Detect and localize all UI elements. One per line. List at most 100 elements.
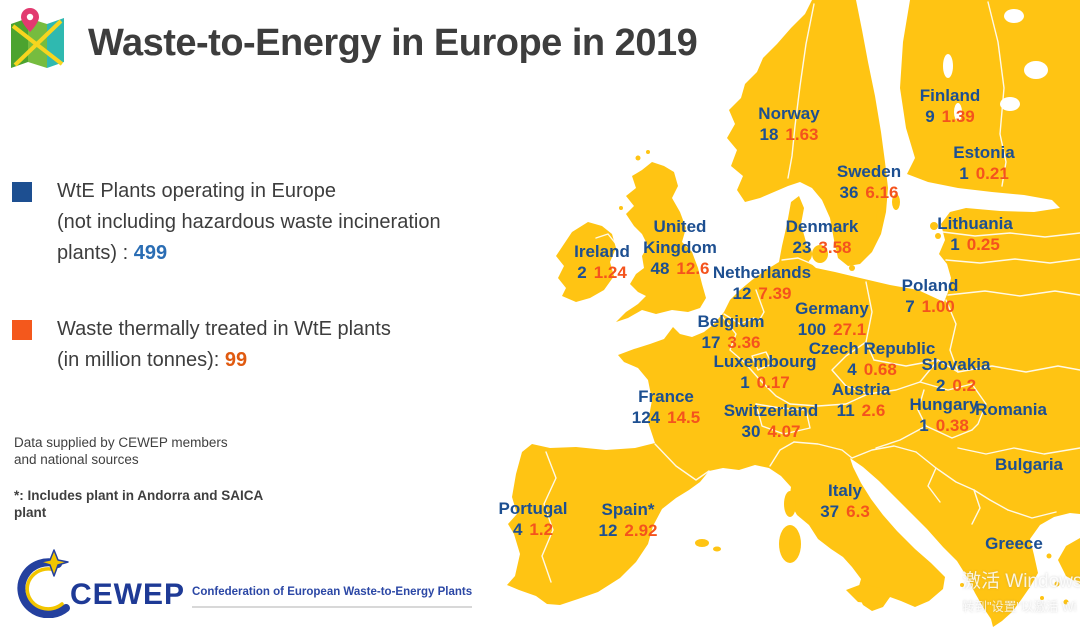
country-name: Sweden: [836, 162, 902, 181]
country-values: 11 2.6: [832, 400, 891, 421]
country-name: Finland: [919, 86, 981, 105]
windows-activation-watermark: 激活 Windows 转到"设置"以激活 Wi: [962, 566, 1080, 615]
waste-tonnes: 0.2: [952, 376, 977, 395]
waste-tonnes: 4.07: [767, 422, 801, 441]
waste-tonnes: 1.24: [593, 263, 627, 282]
waste-tonnes: 0.21: [975, 164, 1009, 183]
country-values: 100 27.1: [795, 319, 869, 340]
legend-waste-line1: Waste thermally treated in WtE plants: [57, 318, 391, 340]
plants-count: 12: [732, 284, 752, 303]
country-label-slovakia: Slovakia 2 0.2: [922, 354, 991, 396]
country-name: Belgium: [697, 312, 765, 331]
plants-count: 4: [512, 520, 523, 539]
country-name: Bulgaria: [994, 455, 1064, 474]
waste-tonnes: 1.39: [941, 107, 975, 126]
country-name: Slovakia: [921, 355, 991, 374]
country-name: Luxembourg: [713, 352, 817, 371]
cewep-swoosh-icon: [17, 549, 70, 618]
asterisk-note-line1: *: Includes plant in Andorra and SAICA: [14, 488, 264, 503]
country-label-united-kingdom: United Kingdom 48 12.6: [643, 216, 717, 279]
cewep-tagline: Confederation of European Waste-to-Energ…: [192, 586, 473, 608]
country-values: 23 3.58: [786, 237, 859, 258]
plants-count: 30: [741, 422, 761, 441]
plants-count: 1: [919, 416, 929, 435]
legend-plants-line3: plants) :: [57, 242, 134, 264]
watermark-line1: 激活 Windows: [962, 571, 1080, 592]
waste-tonnes: 12.6: [676, 259, 710, 278]
country-label-lithuania: Lithuania 1 0.25: [937, 213, 1013, 255]
plants-count: 11: [836, 401, 855, 420]
waste-tonnes: 0.25: [966, 235, 1000, 254]
country-name: Spain*: [601, 500, 655, 519]
waste-tonnes: 0.17: [756, 373, 790, 392]
waste-tonnes: 3.36: [727, 333, 761, 352]
waste-tonnes: 2.92: [624, 521, 658, 540]
legend-plants: WtE Plants operating in Europe (not incl…: [12, 176, 537, 269]
country-name: Norway: [758, 104, 820, 123]
plants-count: 124: [631, 408, 661, 427]
data-source-line2: and national sources: [14, 452, 139, 467]
country-label-ireland: Ireland 2 1.24: [574, 241, 630, 283]
country-label-bulgaria: Bulgaria: [995, 454, 1063, 475]
country-values: 12 2.92: [598, 520, 657, 541]
country-values: 9 1.39: [920, 106, 980, 127]
country-name: Lithuania: [937, 214, 1013, 233]
plants-count: 100: [797, 320, 827, 339]
legend-plants-text: WtE Plants operating in Europe (not incl…: [57, 176, 537, 269]
lakes: [943, 9, 1048, 121]
country-values: 124 14.5: [632, 407, 700, 428]
plants-count: 36: [839, 183, 859, 202]
plants-count: 48: [650, 259, 670, 278]
plants-count: 12: [598, 521, 618, 540]
landmass-great-britain: [616, 162, 706, 322]
waste-tonnes: 1.00: [921, 297, 955, 316]
orange-square-icon: [12, 320, 32, 340]
country-label-switzerland: Switzerland 30 4.07: [724, 400, 818, 442]
country-values: 4 1.2: [499, 519, 568, 540]
plants-count: 2: [577, 263, 587, 282]
country-name: Poland: [901, 276, 959, 295]
plants-count: 1: [959, 164, 969, 183]
country-label-denmark: Denmark 23 3.58: [786, 216, 859, 258]
country-values: 1 0.21: [953, 163, 1014, 184]
plants-count: 17: [701, 333, 721, 352]
plants-total: 499: [133, 242, 168, 264]
landmass-ireland: [556, 222, 616, 302]
country-name: Denmark: [785, 217, 859, 236]
country-label-norway: Norway 18 1.63: [758, 103, 819, 145]
country-name: United Kingdom: [643, 217, 717, 257]
legend-plants-line2: (not including hazardous waste incinerat…: [57, 211, 441, 233]
watermark-line2: 转到"设置"以激活 Wi: [962, 600, 1077, 614]
country-label-finland: Finland 9 1.39: [920, 85, 980, 127]
country-name: Germany: [795, 299, 869, 318]
country-label-poland: Poland 7 1.00: [902, 275, 959, 317]
country-name: Romania: [975, 400, 1047, 419]
plants-count: 2: [935, 376, 946, 395]
country-name: Greece: [985, 534, 1043, 553]
country-values: 7 1.00: [902, 296, 959, 317]
plants-count: 7: [905, 297, 915, 316]
data-source-line1: Data supplied by CEWEP members: [14, 435, 228, 450]
country-values: 12 7.39: [713, 283, 811, 304]
country-label-luxembourg: Luxembourg 1 0.17: [714, 351, 817, 393]
country-name: Czech Republic: [808, 339, 936, 358]
country-name: Italy: [827, 481, 863, 500]
legend-waste-line2: (in million tonnes):: [57, 349, 225, 371]
waste-tonnes: 14.5: [667, 408, 701, 427]
cewep-logo-text: CEWEP: [70, 578, 186, 611]
country-borders: [541, 1, 1080, 583]
country-label-sweden: Sweden 36 6.16: [837, 161, 901, 203]
country-label-portugal: Portugal 4 1.2: [499, 498, 568, 540]
plants-count: 23: [792, 238, 812, 257]
plants-count: 18: [759, 125, 779, 144]
country-values: 2 0.2: [922, 375, 991, 396]
country-label-germany: Germany 100 27.1: [795, 298, 869, 340]
legend-waste-text: Waste thermally treated in WtE plants (i…: [57, 314, 537, 376]
landmass-scandinavia: [727, 0, 888, 266]
country-name: Netherlands: [712, 263, 812, 282]
page-title: Waste-to-Energy in Europe in 2019: [88, 22, 698, 64]
plants-count: 9: [925, 107, 935, 126]
country-name: Austria: [831, 380, 891, 399]
